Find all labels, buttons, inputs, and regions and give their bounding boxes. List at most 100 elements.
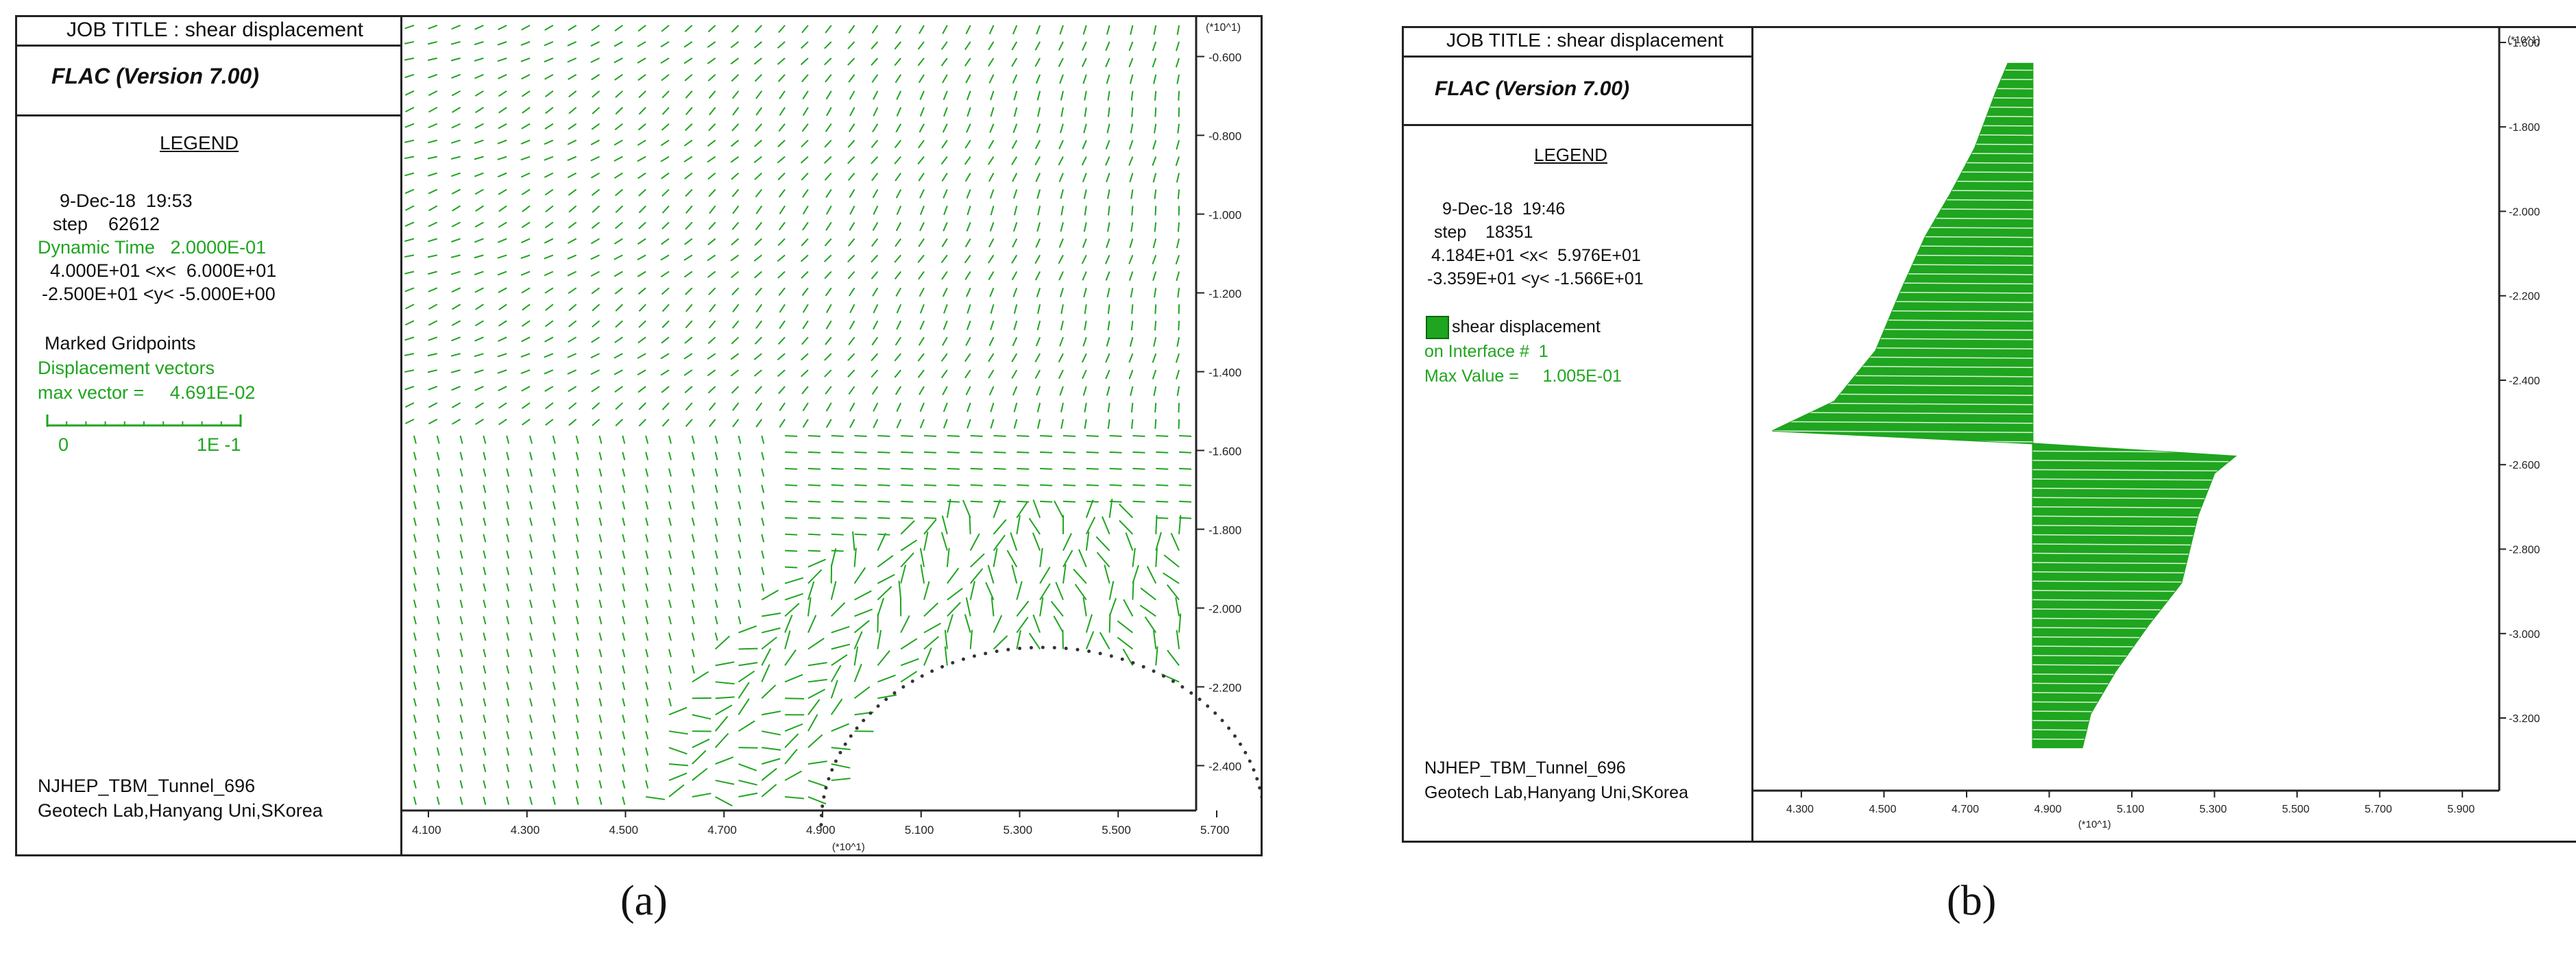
vector-arrow — [413, 780, 417, 789]
vector-arrow — [497, 139, 507, 145]
vector-arrow — [1106, 74, 1110, 84]
vector-arrow — [1107, 304, 1110, 314]
vector-arrow — [684, 123, 693, 132]
job-title: JOB TITLE : shear displacement — [1446, 29, 1724, 51]
vector-arrow — [591, 287, 600, 295]
vector-arrow — [552, 451, 556, 460]
vector-arrow — [847, 140, 855, 148]
vector-arrow — [944, 646, 948, 666]
vector-arrow — [622, 665, 626, 674]
vector-arrow — [877, 533, 890, 536]
vector-arrow — [965, 386, 971, 396]
vector-arrow — [1130, 402, 1134, 413]
vector-arrow — [965, 25, 971, 34]
vector-arrow — [753, 353, 762, 360]
vector-arrow — [520, 254, 531, 260]
vector-arrow — [474, 386, 484, 391]
vector-arrow — [552, 632, 556, 641]
vector-arrow — [413, 616, 417, 625]
vector-arrow — [1083, 222, 1087, 232]
vector-arrow — [1034, 41, 1041, 51]
vector-arrow — [529, 583, 533, 592]
vector-arrow — [1012, 189, 1018, 199]
vector-arrow — [498, 205, 507, 212]
vector-arrow — [801, 386, 809, 395]
vector-arrow — [498, 402, 507, 409]
vector-arrow — [920, 564, 925, 584]
vector-arrow — [685, 419, 693, 428]
vector-arrow — [1176, 630, 1180, 649]
vector-arrow — [668, 649, 672, 658]
vector-arrow — [988, 173, 995, 182]
vector-arrow — [436, 632, 440, 641]
vector-arrow — [1083, 288, 1087, 298]
vector-arrow — [1123, 599, 1134, 617]
vector-arrow — [506, 468, 510, 477]
vector-arrow — [964, 614, 971, 633]
vector-arrow — [707, 336, 716, 345]
vector-arrow — [877, 586, 892, 601]
vector-arrow — [919, 547, 925, 567]
scale-zero-label: 0 — [58, 434, 69, 455]
vector-arrow — [1132, 580, 1134, 600]
vector-arrow — [459, 730, 463, 740]
marked-gridpoint — [901, 685, 906, 689]
vector-arrow — [825, 304, 832, 313]
vector-arrow — [1062, 451, 1076, 454]
marked-gridpoint — [868, 711, 873, 715]
vector-arrow — [638, 320, 646, 328]
vector-arrow — [483, 730, 487, 740]
vector-arrow — [450, 156, 461, 160]
vector-arrow — [498, 336, 507, 343]
vector-arrow — [568, 402, 577, 410]
vector-arrow — [761, 758, 781, 765]
vector-arrow — [413, 484, 417, 493]
legend-date: 9-Dec-18 19:53 — [60, 190, 193, 211]
vector-arrow — [452, 205, 461, 212]
vector-arrow — [1059, 25, 1064, 35]
vector-arrow — [714, 550, 718, 559]
vector-arrow — [825, 221, 832, 231]
vector-arrow — [823, 156, 832, 164]
vector-arrow — [615, 419, 624, 427]
vector-arrow — [1032, 614, 1041, 633]
vector-arrow — [964, 41, 971, 51]
vector-arrow — [520, 271, 531, 276]
vector-arrow — [777, 58, 786, 65]
vector-arrow — [988, 271, 995, 280]
vector-arrow — [807, 533, 821, 536]
vector-arrow — [871, 271, 879, 280]
vector-arrow — [451, 172, 461, 177]
vector-arrow — [919, 419, 925, 429]
vector-arrow — [709, 205, 716, 214]
vector-arrow — [964, 271, 971, 280]
vector-arrow — [738, 698, 750, 715]
vector-arrow — [668, 665, 672, 674]
vector-arrow — [707, 271, 716, 278]
vector-arrow — [521, 386, 531, 392]
vector-arrow — [877, 555, 894, 568]
vector-arrow — [896, 419, 902, 429]
vector-arrow — [1011, 41, 1018, 51]
vector-arrow — [404, 188, 415, 195]
vector-arrow — [567, 57, 577, 63]
vector-arrow — [474, 254, 484, 259]
vector-arrow — [1128, 255, 1134, 264]
vector-arrow — [802, 320, 809, 330]
vector-arrow — [785, 697, 805, 700]
vector-arrow — [451, 25, 461, 30]
vector-arrow — [1036, 222, 1041, 232]
vector-arrow — [590, 57, 600, 63]
vector-arrow — [807, 760, 827, 765]
vector-arrow — [896, 90, 902, 100]
vector-arrow — [1130, 288, 1134, 298]
vector-arrow — [568, 73, 577, 80]
vector-arrow — [872, 287, 879, 297]
vector-arrow — [413, 730, 417, 740]
vector-arrow — [947, 567, 960, 584]
vector-arrow — [1105, 254, 1110, 264]
vector-arrow — [848, 386, 855, 395]
vector-arrow — [545, 320, 554, 327]
vector-arrow — [1130, 90, 1134, 101]
legend-title: LEGEND — [160, 132, 239, 153]
